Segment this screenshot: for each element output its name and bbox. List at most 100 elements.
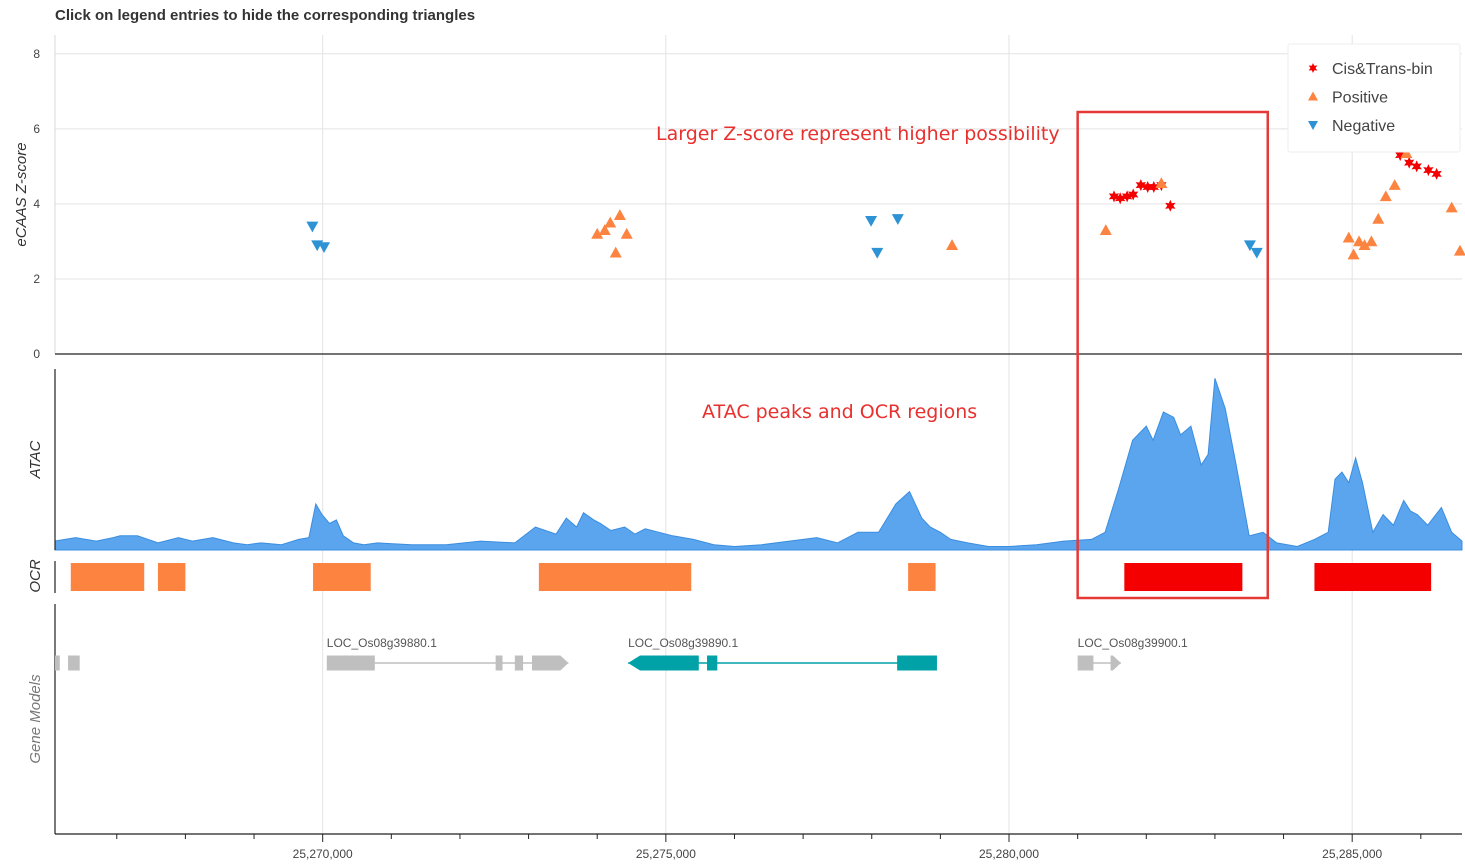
zscore-point[interactable] <box>1128 188 1139 201</box>
gene-label: LOC_Os08g39890.1 <box>628 636 738 650</box>
zscore-tick-label: 6 <box>33 122 40 136</box>
zscore-point[interactable] <box>609 246 622 258</box>
gene-exon <box>68 655 80 671</box>
legend-label: Negative <box>1332 118 1395 135</box>
zscore-point[interactable] <box>1250 247 1263 259</box>
legend-marker <box>1308 121 1318 130</box>
zscore-point[interactable] <box>1411 160 1422 173</box>
gene-exon <box>1077 655 1094 671</box>
highlight-box <box>1076 110 1270 600</box>
gene-label: LOC_Os08g39880.1 <box>327 636 437 650</box>
grid-lines <box>55 35 1462 834</box>
zscore-point[interactable] <box>613 209 626 220</box>
ocr-region[interactable] <box>313 563 371 591</box>
series-positive <box>591 141 1465 260</box>
legend-item-negative[interactable]: Negative <box>1308 118 1395 135</box>
zscore-tick-label: 0 <box>33 347 40 361</box>
highlight-rectangle <box>1076 110 1270 600</box>
zscore-point[interactable] <box>1115 192 1126 205</box>
ocr-region[interactable] <box>1314 563 1432 591</box>
legend: Cis&Trans-bin Positive Negative <box>1287 43 1461 153</box>
zscore-point[interactable] <box>1400 147 1413 159</box>
legend-marker <box>1308 91 1318 101</box>
x-tick-label: 25,270,000 <box>293 847 353 861</box>
zscore-point[interactable] <box>1142 181 1153 193</box>
gene-exon <box>897 655 937 671</box>
zscore-point[interactable] <box>1347 248 1360 260</box>
zscore-point[interactable] <box>1108 190 1120 203</box>
zscore-point[interactable] <box>1099 224 1112 235</box>
zscore-point[interactable] <box>318 242 331 254</box>
zscore-point[interactable] <box>1379 190 1392 202</box>
annotations: Larger Z-score represent higher possibil… <box>656 123 1060 423</box>
zscore-point[interactable] <box>1353 235 1366 247</box>
gene-exon <box>532 655 569 671</box>
zscore-point[interactable] <box>871 247 884 259</box>
zscore-axis-title: eCAAS Z-score <box>13 142 30 246</box>
zscore-point[interactable] <box>1365 235 1378 247</box>
zscore-point[interactable] <box>604 216 617 228</box>
zscore-tick-label: 8 <box>33 47 40 61</box>
zscore-point[interactable] <box>620 227 633 239</box>
legend-box <box>1287 43 1461 153</box>
zscore-point[interactable] <box>1423 164 1434 177</box>
ocr-region[interactable] <box>538 563 692 591</box>
gene-track: Gene Models LOC_Os08g39880.1 LOC_Os08g3989… <box>27 604 1188 834</box>
zscore-point[interactable] <box>1155 177 1168 189</box>
gene-model[interactable]: LOC_Os08g39900.1 <box>1077 636 1188 671</box>
gene-exon <box>326 655 375 671</box>
gene-exon <box>514 655 524 671</box>
zscore-point[interactable] <box>1445 201 1458 213</box>
zscore-point[interactable] <box>891 214 904 225</box>
zscore-point[interactable] <box>1372 212 1385 224</box>
zscore-point[interactable] <box>1395 149 1406 162</box>
zscore-point[interactable] <box>1121 190 1133 203</box>
gene-exon <box>628 655 699 671</box>
zscore-point[interactable] <box>865 215 878 227</box>
gene-exon <box>495 655 503 671</box>
zscore-point[interactable] <box>1431 167 1442 180</box>
x-tick-label: 25,275,000 <box>636 847 696 861</box>
gene-label: LOC_Os08g39900.1 <box>1078 636 1188 650</box>
ocr-region[interactable] <box>908 563 936 591</box>
zscore-point[interactable] <box>1358 239 1371 250</box>
x-tick-label: 25,285,000 <box>1322 847 1382 861</box>
zscore-tick-label: 2 <box>33 272 40 286</box>
zscore-point[interactable] <box>1148 181 1159 193</box>
gene-model[interactable]: LOC_Os08g39880.1 <box>326 636 569 671</box>
x-tick-label: 25,280,000 <box>979 847 1039 861</box>
legend-marker <box>1308 63 1318 73</box>
zscore-point[interactable] <box>1135 179 1146 192</box>
zscore-point[interactable] <box>1165 199 1176 212</box>
zscore-point[interactable] <box>1342 231 1355 243</box>
gene-model[interactable]: LOC_Os08g39890.1 <box>628 636 937 671</box>
zscore-tick-label: 4 <box>33 197 40 211</box>
legend-item-cis-trans-bin[interactable]: Cis&Trans-bin <box>1308 61 1433 78</box>
zscore-point[interactable] <box>1453 244 1465 256</box>
page-title: Click on legend entries to hide the corr… <box>55 7 476 24</box>
gene-model[interactable] <box>55 655 80 671</box>
legend-item-positive[interactable]: Positive <box>1308 90 1388 107</box>
zscore-point[interactable] <box>1243 240 1256 252</box>
atac-annotation: ATAC peaks and OCR regions <box>702 401 977 423</box>
zscore-point[interactable] <box>306 221 319 233</box>
atac-axis-title: ATAC <box>27 440 44 479</box>
gene-exon <box>55 655 60 671</box>
zscore-point[interactable] <box>1388 179 1401 190</box>
ocr-region[interactable] <box>70 563 145 591</box>
atac-track: ATAC <box>27 369 1463 551</box>
gene-exon <box>1110 655 1121 671</box>
zscore-point[interactable] <box>591 227 604 239</box>
zscore-point[interactable] <box>946 239 959 250</box>
zscore-point[interactable] <box>598 224 611 235</box>
gene-exon <box>707 655 718 671</box>
zscore-point[interactable] <box>1404 156 1415 169</box>
ocr-region[interactable] <box>1124 563 1243 591</box>
legend-label: Positive <box>1332 90 1388 107</box>
series-negative <box>306 214 1263 259</box>
atac-signal-area <box>54 378 1463 551</box>
ocr-axis-title: OCR <box>27 559 44 593</box>
legend-label: Cis&Trans-bin <box>1332 61 1433 78</box>
ocr-region[interactable] <box>157 563 186 591</box>
